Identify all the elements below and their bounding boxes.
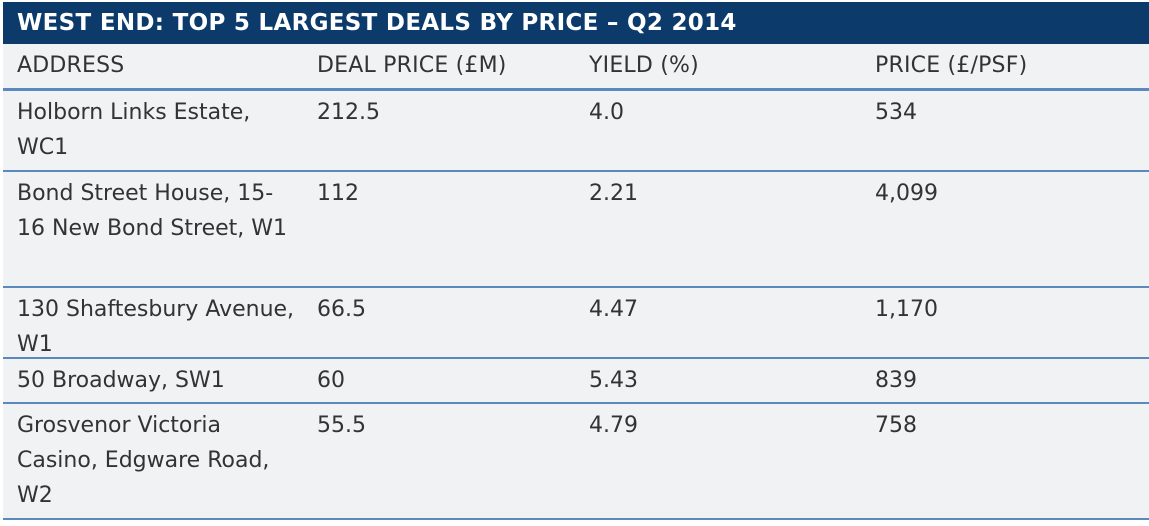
cell-price-psf: 1,170 [875, 297, 938, 322]
cell-price-psf: 534 [875, 100, 917, 125]
header-address: ADDRESS [17, 53, 125, 78]
table-row: Grosvenor Victoria Casino, Edgware Road,… [3, 404, 1149, 520]
cell-deal-price: 60 [317, 368, 345, 393]
table-row: Holborn Links Estate, WC1 212.5 4.0 534 [3, 91, 1149, 172]
cell-address: Bond Street House, 15-16 New Bond Street… [17, 181, 288, 241]
deals-table: WEST END: TOP 5 LARGEST DEALS BY PRICE –… [3, 2, 1149, 520]
cell-deal-price: 112 [317, 181, 359, 206]
cell-yield: 2.21 [589, 181, 638, 206]
cell-price-psf: 4,099 [875, 181, 938, 206]
cell-address: Holborn Links Estate, WC1 [17, 100, 251, 160]
cell-price-psf: 758 [875, 413, 917, 438]
cell-yield: 5.43 [589, 368, 638, 393]
cell-deal-price: 212.5 [317, 100, 380, 125]
table-row: 50 Broadway, SW1 60 5.43 839 [3, 359, 1149, 404]
cell-yield: 4.0 [589, 100, 624, 125]
table-title: WEST END: TOP 5 LARGEST DEALS BY PRICE –… [3, 2, 1149, 44]
cell-deal-price: 66.5 [317, 297, 366, 322]
cell-address: 130 Shaftesbury Avenue, W1 [17, 297, 295, 357]
cell-yield: 4.47 [589, 297, 638, 322]
header-price-psf: PRICE (£/PSF) [875, 53, 1028, 78]
table-row: Bond Street House, 15-16 New Bond Street… [3, 172, 1149, 288]
header-yield: YIELD (%) [589, 53, 699, 78]
cell-deal-price: 55.5 [317, 413, 366, 438]
cell-price-psf: 839 [875, 368, 917, 393]
cell-address: 50 Broadway, SW1 [17, 368, 225, 393]
table-header-row: ADDRESS DEAL PRICE (£M) YIELD (%) PRICE … [3, 44, 1149, 91]
header-deal-price: DEAL PRICE (£M) [317, 53, 507, 78]
cell-address: Grosvenor Victoria Casino, Edgware Road,… [17, 413, 270, 508]
table-row: 130 Shaftesbury Avenue, W1 66.5 4.47 1,1… [3, 288, 1149, 359]
cell-yield: 4.79 [589, 413, 638, 438]
